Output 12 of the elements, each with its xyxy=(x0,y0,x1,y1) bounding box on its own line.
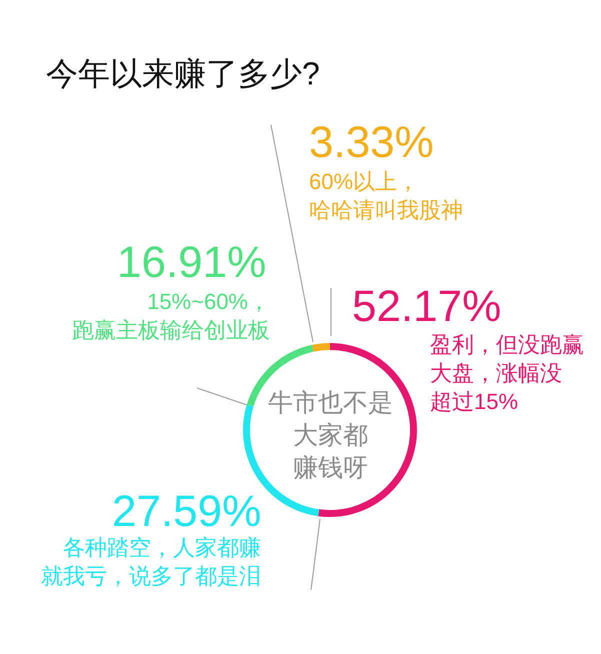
slice-label: 60%以上，哈哈请叫我股神 xyxy=(309,169,463,223)
data-label: 16.91% xyxy=(117,238,266,287)
data-label: 3.33% xyxy=(309,118,434,167)
donut-slice xyxy=(312,343,330,352)
slice-label: 15%~60%，跑赢主板输给创业板 xyxy=(72,289,270,343)
slice-label: 各种踏空，人家都赚就我亏，说多了都是泪 xyxy=(41,535,261,589)
chart-title: 今年以来赚了多少? xyxy=(46,55,320,92)
data-label: 52.17% xyxy=(352,282,502,331)
donut-slice xyxy=(318,343,417,517)
slice-label: 盈利，但没跑赢大盘，涨幅没超过15% xyxy=(430,332,584,414)
text: 牛市也不是大家都赚钱呀 xyxy=(268,389,393,482)
data-label: 27.59% xyxy=(112,487,262,536)
